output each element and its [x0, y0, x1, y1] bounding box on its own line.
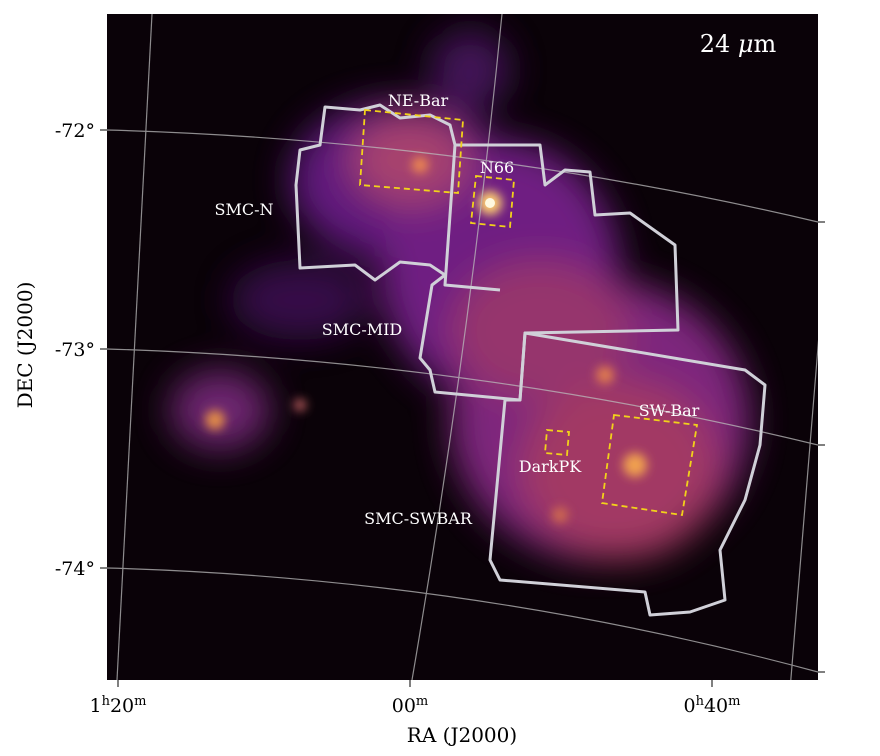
panel-label-unit: μ: [738, 30, 754, 58]
x-tick-part: 0: [684, 695, 696, 717]
region-label: SMC-N: [215, 200, 274, 219]
x-tick-part: h: [696, 694, 705, 709]
x-tick-part: 1: [90, 695, 102, 717]
x-tick-label: 1h20m: [90, 694, 147, 718]
x-tick-label: 00m: [392, 694, 429, 718]
survey-outline: [294, 103, 767, 617]
x-tick-part: 40: [704, 695, 728, 717]
x-tick-part: 20: [110, 695, 134, 717]
y-axis-label: DEC (J2000): [13, 282, 37, 409]
region-label: SW-Bar: [639, 401, 700, 420]
y-tick-label: -72°: [55, 120, 95, 142]
panel-label-text: 24: [700, 30, 738, 58]
y-tick-label: -73°: [55, 339, 95, 361]
x-tick-part: 00: [392, 695, 416, 717]
region-label: SMC-SWBAR: [364, 509, 473, 528]
x-tick-labels: 1h20m 00m 0h40m: [90, 694, 741, 718]
x-axis-label: RA (J2000): [407, 723, 517, 747]
x-tick-part: m: [728, 694, 740, 709]
coordinate-grid: [107, 14, 818, 680]
x-tick-label: 0h40m: [684, 694, 741, 718]
region-label: N66: [480, 158, 514, 177]
x-tick-part: m: [134, 694, 146, 709]
x-tick-part: h: [102, 694, 111, 709]
sky-image: [107, 14, 818, 680]
y-tick-label: -74°: [55, 558, 95, 580]
region-label: DarkPK: [519, 457, 582, 476]
focus-boxes: [359, 109, 699, 517]
region-label: NE-Bar: [388, 91, 449, 110]
axis-ticks: [100, 129, 825, 687]
x-tick-part: m: [416, 694, 428, 709]
region-label: SMC-MID: [322, 320, 403, 339]
panel-label-unit: m: [754, 30, 777, 58]
panel-label: 24 μm: [700, 30, 777, 58]
